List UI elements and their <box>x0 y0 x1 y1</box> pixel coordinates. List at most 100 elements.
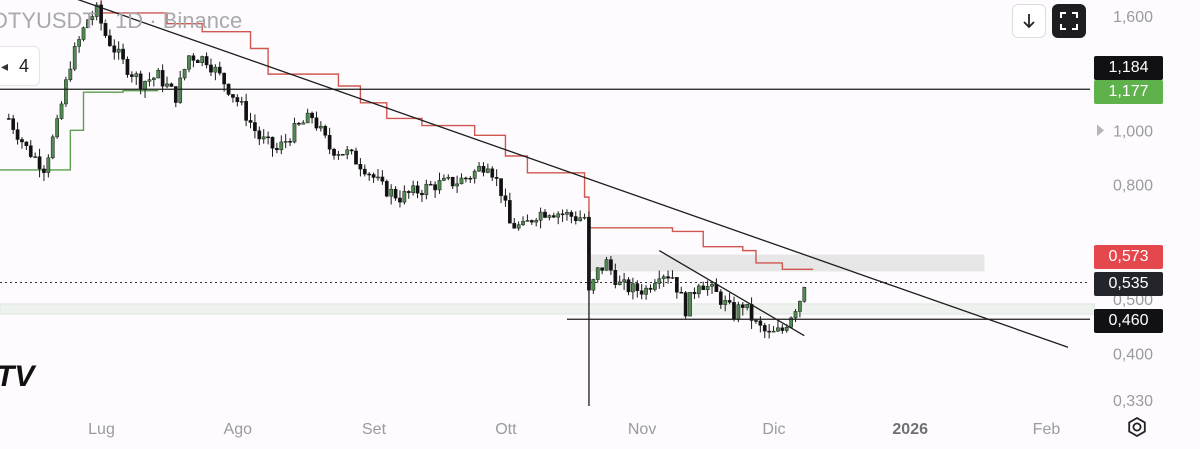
candle-body <box>617 281 622 285</box>
y-tick-label: 0,330 <box>1113 393 1153 410</box>
candle-body <box>556 213 561 218</box>
trendline <box>658 250 805 337</box>
candle-body <box>345 149 350 155</box>
candle-body <box>521 221 525 225</box>
candle-body <box>758 320 763 326</box>
candle-body <box>442 177 446 181</box>
candle-body <box>486 168 490 173</box>
candle-body <box>675 277 679 293</box>
candle-body <box>81 27 86 40</box>
candle-body <box>723 300 728 305</box>
candle-body <box>187 55 191 70</box>
candle-body <box>696 285 701 295</box>
candle-body <box>367 173 372 176</box>
x-tick-label: Ago <box>224 421 253 438</box>
candle-body <box>666 276 670 279</box>
candle-body <box>165 83 169 87</box>
candle-body <box>15 129 20 140</box>
candle-body <box>428 183 433 186</box>
candle-body <box>59 103 64 119</box>
candle-body <box>103 23 108 36</box>
candle-body <box>736 304 741 320</box>
candle-body <box>745 304 750 308</box>
candle-body <box>661 276 666 280</box>
candle-body <box>301 122 306 125</box>
candle-body <box>116 48 121 53</box>
candle-body <box>204 56 209 66</box>
candle-body <box>459 177 464 185</box>
candle-body <box>318 125 323 129</box>
candle-body <box>701 285 706 291</box>
candle-body <box>354 150 358 165</box>
candle-body <box>99 4 103 24</box>
resistance-price-tag: 1,184 <box>1094 56 1163 80</box>
candle-body <box>6 118 11 120</box>
candle-body <box>776 327 780 332</box>
candle-body <box>648 287 653 290</box>
y-tick-label: 1,600 <box>1113 9 1153 26</box>
arrow-down-icon <box>1023 14 1035 29</box>
candle-body <box>679 292 684 294</box>
candle-body <box>266 136 270 139</box>
candle-body <box>613 269 618 285</box>
candle-body <box>169 83 174 87</box>
candle-body <box>732 302 736 320</box>
zone-rect <box>0 303 1095 315</box>
candle-body <box>151 77 156 80</box>
candle-body <box>160 70 165 87</box>
candle-body <box>727 300 732 303</box>
candle-body <box>24 141 29 146</box>
candle-body <box>182 68 187 79</box>
candle-body <box>121 48 125 60</box>
candle-body <box>147 79 152 82</box>
candle-body <box>297 123 301 125</box>
gear-icon[interactable] <box>1126 416 1148 438</box>
candle-body <box>450 176 455 187</box>
candle-body <box>472 170 477 179</box>
candle-body <box>77 39 81 47</box>
candle-body <box>749 304 754 321</box>
candle-body <box>644 287 648 295</box>
candle-body <box>569 212 574 217</box>
candle-body <box>178 77 183 103</box>
candle-body <box>253 122 257 131</box>
candle-body <box>235 97 240 103</box>
candle-body <box>415 185 420 194</box>
candle-body <box>688 291 692 317</box>
candle-body <box>565 212 569 215</box>
candle-body <box>507 200 512 224</box>
download-button[interactable] <box>1012 4 1046 38</box>
price-arrow-icon <box>1097 124 1104 137</box>
candle-body <box>455 183 459 187</box>
candle-body <box>446 176 451 179</box>
candle-body <box>231 94 235 98</box>
candle-body <box>46 157 51 173</box>
candle-body <box>626 279 631 293</box>
candle-body <box>112 45 117 53</box>
candle-body <box>490 168 495 178</box>
candle-body <box>200 56 205 63</box>
candle-body <box>692 291 697 295</box>
candle-body <box>437 180 442 191</box>
interval-selector[interactable]: ◂ 4 <box>0 46 40 86</box>
candle-body <box>125 58 130 75</box>
candle-body <box>37 156 42 170</box>
x-axis-ticks: Lug Ago Set Ott Nov Dic 2026 Feb <box>88 421 1060 438</box>
fullscreen-button[interactable] <box>1052 4 1086 38</box>
candle-body <box>11 118 16 130</box>
candle-body <box>793 311 798 319</box>
candle-body <box>595 267 600 280</box>
candle-body <box>573 216 578 221</box>
candle-body <box>305 112 310 124</box>
candle-body <box>86 19 90 29</box>
candle-body <box>64 79 68 105</box>
candle-body <box>33 156 38 158</box>
support-price-tag: 0,460 <box>1094 309 1163 333</box>
y-tick-label: 0,500 <box>1113 292 1153 309</box>
candle-body <box>639 290 644 295</box>
candle-body <box>740 304 745 308</box>
symbol-title[interactable]: DTYUSDT · 1D · Binance <box>0 8 243 33</box>
candle-body <box>310 112 314 119</box>
red-level-price-tag: 0,573 <box>1094 245 1163 269</box>
